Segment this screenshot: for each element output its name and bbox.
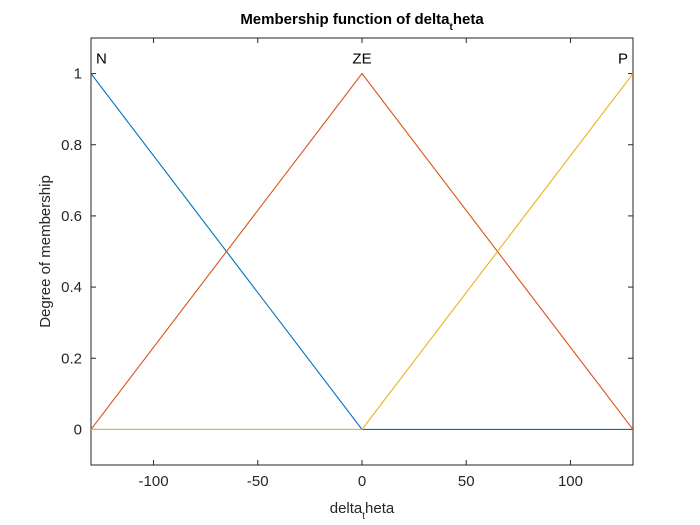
series-line-ze <box>90 72 634 430</box>
chart-title-main: Membership function of delta <box>240 11 450 28</box>
y-axis-label: Degree of membership <box>37 175 54 328</box>
mf-label-p: P <box>618 51 628 68</box>
y-tick-label: 0.6 <box>61 208 82 225</box>
series-line-n <box>90 73 633 430</box>
plot-area-frame <box>90 37 634 466</box>
x-tick-label: -50 <box>247 473 269 490</box>
chart-title-subscript: t <box>450 22 454 33</box>
y-tick-label: 0.8 <box>61 137 82 154</box>
x-axis-label: deltatheta <box>330 500 395 522</box>
y-tick-label: 0.4 <box>61 279 82 296</box>
mf-label-ze: ZE <box>352 51 371 68</box>
x-axis-label-main: delta <box>330 500 363 517</box>
x-tick-label: -100 <box>139 473 169 490</box>
x-tick-label: 100 <box>558 473 583 490</box>
series-lines <box>90 72 634 430</box>
mf-label-n: N <box>96 51 107 68</box>
y-tick-label: 1 <box>74 66 82 83</box>
x-axis-label-subscript: t <box>362 511 365 522</box>
y-axis-ticks: 0 0.2 0.4 0.6 0.8 1 <box>61 66 633 438</box>
x-axis-ticks: -100 -50 0 50 100 <box>139 38 583 490</box>
series-line-p <box>91 73 634 430</box>
x-axis-label-tail: heta <box>365 500 395 517</box>
y-tick-label: 0.2 <box>61 350 82 367</box>
y-tick-label: 0 <box>74 421 82 438</box>
x-tick-label: 50 <box>458 473 475 490</box>
membership-labels: N ZE P <box>96 51 628 68</box>
chart-title: Membership function of deltatheta <box>240 11 484 33</box>
x-tick-label: 0 <box>358 473 366 490</box>
chart-title-tail: heta <box>453 11 485 28</box>
